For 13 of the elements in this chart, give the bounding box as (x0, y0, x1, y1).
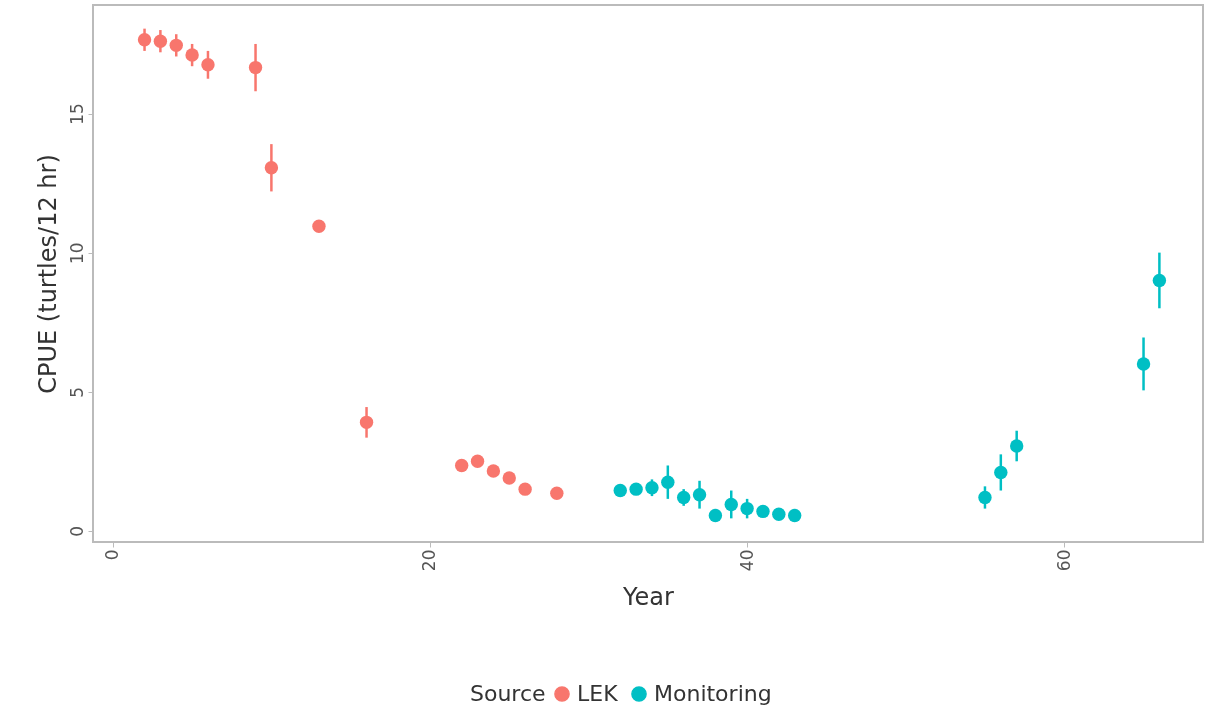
y-tick-label: 10 (66, 242, 87, 264)
x-axis-title: Year (622, 583, 675, 612)
x-tick-label: 60 (1053, 549, 1074, 572)
legend-label: Monitoring (654, 681, 772, 706)
x-tick-label: 40 (736, 549, 757, 572)
y-tick-label: 15 (66, 103, 87, 125)
legend-label: LEK (577, 681, 619, 706)
x-tick-label: 20 (419, 549, 440, 572)
y-tick-label: 0 (66, 525, 87, 537)
x-tick-label: 0 (102, 549, 123, 561)
y-tick-label: 5 (66, 386, 87, 398)
y-axis-title: CPUE (turtles/12 hr) (33, 154, 62, 394)
legend-title: Source (470, 681, 546, 706)
